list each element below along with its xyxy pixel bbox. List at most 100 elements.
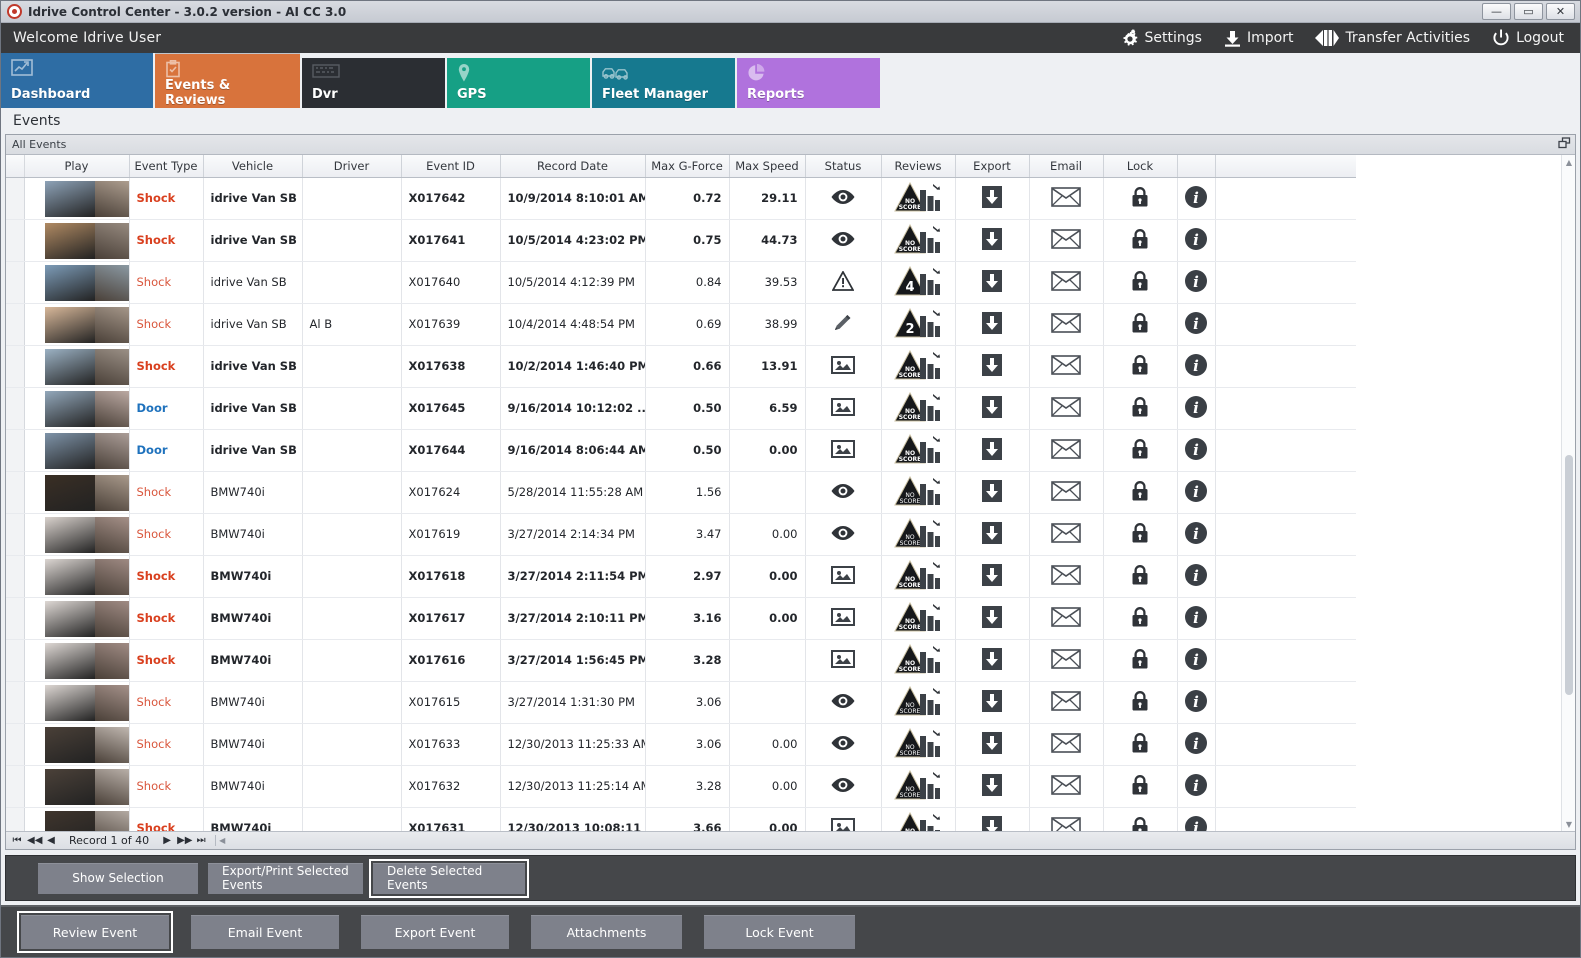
dual-camera-thumbnail[interactable]	[44, 223, 128, 259]
row-select-cell[interactable]	[6, 345, 25, 388]
scroll-left-icon[interactable]: ◀	[219, 836, 226, 845]
reviews-score-icon[interactable]: 2	[894, 307, 942, 341]
email-event-button[interactable]: Email Event	[191, 915, 339, 949]
nav-next-page-button[interactable]: ▶▶	[177, 835, 193, 846]
padlock-icon[interactable]	[1130, 774, 1150, 799]
restore-window-icon[interactable]	[1558, 137, 1571, 152]
envelope-icon[interactable]	[1051, 396, 1081, 420]
column-header-reviews[interactable]: Reviews	[881, 155, 956, 178]
info-circle-icon[interactable]: i	[1184, 773, 1208, 800]
download-arrow-icon[interactable]	[981, 563, 1003, 590]
row-select-cell[interactable]	[6, 471, 25, 514]
row-select-cell[interactable]	[6, 261, 25, 304]
table-row[interactable]: Shock BMW740i X017631 12/30/2013 10:08:11 .…	[6, 807, 1356, 831]
row-play-thumbnail[interactable]	[24, 807, 130, 831]
tab-dvr[interactable]: Dvr	[302, 58, 445, 108]
table-row[interactable]: Shock idrive Van SB Al B X017639 10/4/2014 4…	[6, 303, 1356, 346]
download-arrow-icon[interactable]	[981, 689, 1003, 716]
envelope-icon[interactable]	[1051, 690, 1081, 714]
padlock-icon[interactable]	[1130, 312, 1150, 337]
dual-camera-thumbnail[interactable]	[44, 811, 128, 831]
column-header-email[interactable]: Email	[1029, 155, 1104, 178]
row-play-thumbnail[interactable]	[24, 429, 130, 472]
envelope-icon[interactable]	[1051, 312, 1081, 336]
dual-camera-thumbnail[interactable]	[44, 265, 128, 301]
padlock-icon[interactable]	[1130, 186, 1150, 211]
row-play-thumbnail[interactable]	[24, 639, 130, 682]
download-arrow-icon[interactable]	[981, 521, 1003, 548]
export-print-selected-events-button[interactable]: Export/Print Selected Events	[208, 862, 363, 894]
dual-camera-thumbnail[interactable]	[44, 307, 128, 343]
row-play-thumbnail[interactable]	[24, 723, 130, 766]
padlock-icon[interactable]	[1130, 270, 1150, 295]
envelope-icon[interactable]	[1051, 774, 1081, 798]
table-row[interactable]: Shock idrive Van SB X017641 10/5/2014 4:23:…	[6, 219, 1356, 262]
info-circle-icon[interactable]: i	[1184, 731, 1208, 758]
column-header-lock[interactable]: Lock	[1103, 155, 1178, 178]
row-select-cell[interactable]	[6, 219, 25, 262]
row-select-cell[interactable]	[6, 513, 25, 556]
row-play-thumbnail[interactable]	[24, 597, 130, 640]
close-icon[interactable]: ✕	[1546, 3, 1575, 20]
envelope-icon[interactable]	[1051, 564, 1081, 588]
dual-camera-thumbnail[interactable]	[44, 727, 128, 763]
nav-first-button[interactable]: ⏮	[12, 835, 22, 846]
row-select-cell[interactable]	[6, 639, 25, 682]
envelope-icon[interactable]	[1051, 438, 1081, 462]
export-event-button[interactable]: Export Event	[361, 915, 509, 949]
lock-event-button[interactable]: Lock Event	[704, 915, 855, 949]
row-play-thumbnail[interactable]	[24, 345, 130, 388]
download-arrow-icon[interactable]	[981, 815, 1003, 831]
show-selection-button[interactable]: Show Selection	[38, 862, 198, 894]
info-circle-icon[interactable]: i	[1184, 395, 1208, 422]
tab-reports[interactable]: Reports	[737, 58, 880, 108]
table-row[interactable]: Shock idrive Van SB X017642 10/9/2014 8:10:…	[6, 177, 1356, 220]
download-arrow-icon[interactable]	[981, 311, 1003, 338]
download-arrow-icon[interactable]	[981, 773, 1003, 800]
envelope-icon[interactable]	[1051, 228, 1081, 252]
envelope-icon[interactable]	[1051, 480, 1081, 504]
padlock-icon[interactable]	[1130, 522, 1150, 547]
download-arrow-icon[interactable]	[981, 227, 1003, 254]
eye-icon[interactable]	[830, 735, 856, 754]
envelope-icon[interactable]	[1051, 522, 1081, 546]
column-header-record-date[interactable]: Record Date	[500, 155, 646, 178]
padlock-icon[interactable]	[1130, 690, 1150, 715]
table-row[interactable]: Shock BMW740i X017616 3/27/2014 1:56:45 PM 3…	[6, 639, 1356, 682]
row-select-cell[interactable]	[6, 555, 25, 598]
download-arrow-icon[interactable]	[981, 647, 1003, 674]
nav-prev-page-button[interactable]: ◀◀	[27, 835, 43, 846]
reviews-score-icon[interactable]: 4	[894, 265, 942, 299]
row-play-thumbnail[interactable]	[24, 219, 130, 262]
table-row[interactable]: Shock idrive Van SB X017638 10/2/2014 1:46:…	[6, 345, 1356, 388]
envelope-icon[interactable]	[1051, 270, 1081, 294]
download-arrow-icon[interactable]	[981, 269, 1003, 296]
info-circle-icon[interactable]: i	[1184, 563, 1208, 590]
scroll-down-icon[interactable]: ▼	[1565, 819, 1573, 829]
padlock-icon[interactable]	[1130, 438, 1150, 463]
dual-camera-thumbnail[interactable]	[44, 601, 128, 637]
eye-icon[interactable]	[830, 189, 856, 208]
info-circle-icon[interactable]: i	[1184, 227, 1208, 254]
dual-camera-thumbnail[interactable]	[44, 433, 128, 469]
info-circle-icon[interactable]: i	[1184, 269, 1208, 296]
menu-item-import[interactable]: Import	[1224, 29, 1293, 47]
download-arrow-icon[interactable]	[981, 731, 1003, 758]
padlock-icon[interactable]	[1130, 648, 1150, 673]
eye-icon[interactable]	[830, 231, 856, 250]
eye-icon[interactable]	[830, 483, 856, 502]
pencil-icon[interactable]	[832, 313, 854, 336]
info-circle-icon[interactable]: i	[1184, 521, 1208, 548]
envelope-icon[interactable]	[1051, 606, 1081, 630]
row-select-cell[interactable]	[6, 681, 25, 724]
info-circle-icon[interactable]: i	[1184, 185, 1208, 212]
row-select-cell[interactable]	[6, 303, 25, 346]
padlock-icon[interactable]	[1130, 816, 1150, 831]
